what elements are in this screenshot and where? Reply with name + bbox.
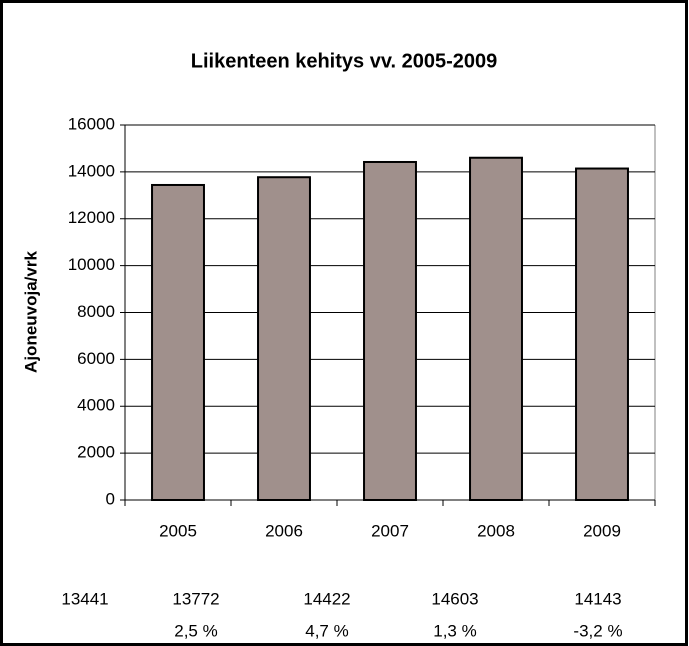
y-tick-label: 14000 bbox=[68, 161, 115, 180]
table-change: -3,2 % bbox=[573, 621, 622, 640]
table-value: 14603 bbox=[431, 589, 478, 608]
y-tick-label: 4000 bbox=[77, 396, 115, 415]
bar bbox=[257, 176, 311, 501]
table-value: 14143 bbox=[574, 589, 621, 608]
y-tick-label: 16000 bbox=[68, 114, 115, 133]
y-tick-label: 8000 bbox=[77, 302, 115, 321]
y-tick-label: 0 bbox=[106, 489, 115, 508]
y-tick-label: 2000 bbox=[77, 443, 115, 462]
x-tick-label: 2009 bbox=[583, 521, 621, 540]
bar bbox=[363, 160, 417, 501]
table-change: 2,5 % bbox=[174, 621, 217, 640]
bar bbox=[575, 167, 629, 501]
x-tick-label: 2008 bbox=[477, 521, 515, 540]
y-tick-label: 6000 bbox=[77, 349, 115, 368]
table-value: 14422 bbox=[303, 589, 350, 608]
chart-title: Liikenteen kehitys vv. 2005-2009 bbox=[191, 50, 497, 72]
table-change: 1,3 % bbox=[433, 621, 476, 640]
bar bbox=[469, 156, 523, 501]
y-axis-label: Ajoneuvoja/vrk bbox=[21, 251, 40, 373]
table-change: 4,7 % bbox=[305, 621, 348, 640]
table-value: 13772 bbox=[172, 589, 219, 608]
x-tick-label: 2006 bbox=[265, 521, 303, 540]
x-tick-label: 2007 bbox=[371, 521, 409, 540]
bar bbox=[151, 183, 205, 501]
table-value: 13441 bbox=[61, 589, 108, 608]
y-tick-label: 12000 bbox=[68, 208, 115, 227]
x-tick-label: 2005 bbox=[159, 521, 197, 540]
y-tick-label: 10000 bbox=[68, 255, 115, 274]
